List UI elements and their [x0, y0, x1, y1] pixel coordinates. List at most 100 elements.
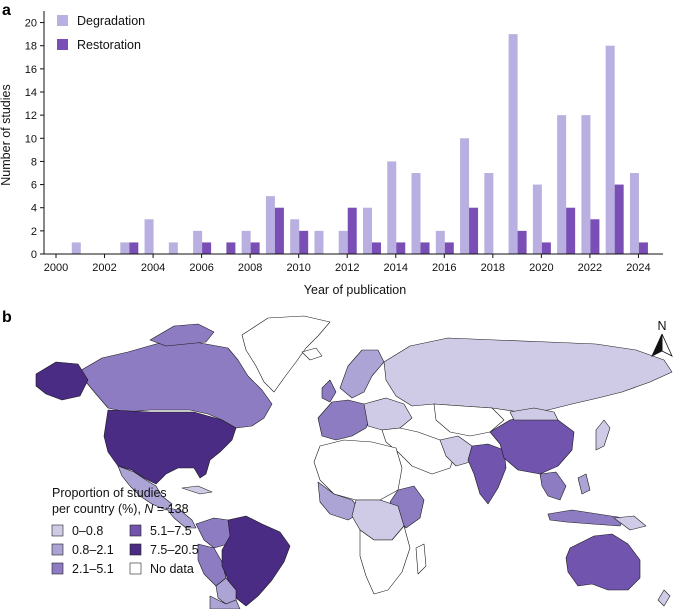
- country-arctic-islands: [149, 323, 215, 347]
- y-axis-title: Number of studies: [0, 84, 13, 185]
- bar-restoration-2007: [226, 242, 236, 254]
- legend-swatch-bin-1: [51, 524, 64, 537]
- legend-swatch-bin-4: [129, 524, 142, 537]
- x-tick-label: 2012: [335, 262, 359, 274]
- country-greenland: [241, 315, 331, 393]
- y-tick-label: 0: [31, 249, 37, 261]
- map-legend-title-line1: Proportion of studies: [52, 486, 167, 500]
- bar-chart: 0 2 4 6 8 10 12 14 16 18 20 2000 2002 2004 2006 20 0 8 20…: [0, 11, 663, 297]
- y-tick-label: 8: [31, 156, 37, 168]
- y-tick-label: 10: [25, 133, 37, 145]
- y-tick-label: 14: [25, 87, 37, 99]
- bar-restoration-2022: [590, 219, 600, 254]
- chart-legend: Degradation Restoration: [57, 14, 145, 52]
- bar-degradation-2011: [314, 230, 324, 254]
- legend-label-bin-3: 2.1–5.1: [72, 562, 114, 576]
- x-tick-label: 2010: [286, 262, 310, 274]
- country-north-africa: [313, 439, 403, 501]
- bar-restoration-2019: [517, 230, 527, 254]
- legend-swatch-bin-6: [129, 562, 142, 575]
- bar-degradation-2008: [241, 230, 251, 254]
- country-australia: [565, 533, 641, 591]
- country-new-zealand: [657, 589, 671, 607]
- country-southern-africa: [359, 525, 411, 595]
- bar-restoration-2016: [444, 242, 454, 254]
- legend-swatch-bin-5: [129, 543, 142, 556]
- legend-label-bin-2: 0.8–2.1: [72, 543, 114, 557]
- country-indonesia: [547, 509, 625, 527]
- legend-swatch-bin-3: [51, 562, 64, 575]
- map-legend-title-line2: per country (%), N = 138: [52, 502, 189, 516]
- compass-label: N: [657, 319, 666, 333]
- x-axis-title: Year of publication: [304, 283, 406, 297]
- bar-restoration-2020: [541, 242, 551, 254]
- bar-degradation-2021: [557, 115, 567, 255]
- panel-b-label: b: [2, 309, 12, 326]
- bar-degradation-2024: [629, 173, 639, 254]
- bar-restoration-2021: [566, 207, 576, 254]
- y-tick-label: 20: [25, 18, 37, 30]
- bar-restoration-2003: [129, 242, 139, 254]
- country-southeast-asia: [539, 471, 567, 501]
- x-ticks: 2000 2002 2004 2006 2008 2010 2012 2014 2016 2018…: [44, 254, 651, 274]
- bar-restoration-2014: [396, 242, 406, 254]
- country-scandinavia: [339, 349, 385, 399]
- x-tick-label: 2020: [529, 262, 553, 274]
- panel-a-label: a: [2, 2, 11, 19]
- legend-swatch-bin-2: [51, 543, 64, 556]
- y-tick-label: 16: [25, 64, 37, 76]
- bar-degradation-2012: [338, 230, 348, 254]
- legend-swatch-degradation: [57, 15, 68, 26]
- x-tick-label: 2000: [44, 262, 68, 274]
- country-argentina: [209, 595, 241, 609]
- country-mexico: [117, 465, 173, 511]
- y-tick-label: 6: [31, 180, 37, 192]
- x-tick-label: 2018: [481, 262, 505, 274]
- bar-degradation-2016: [435, 230, 445, 254]
- bar-restoration-2010: [299, 230, 309, 254]
- bar-restoration-2006: [202, 242, 212, 254]
- y-tick-label: 4: [31, 203, 37, 215]
- y-tick-label: 12: [25, 110, 37, 122]
- country-russia: [383, 337, 673, 413]
- bar-degradation-2014: [387, 161, 397, 254]
- legend-label-bin-1: 0–0.8: [72, 524, 103, 538]
- legend-label-bin-6: No data: [150, 562, 194, 576]
- bar-degradation-2017: [460, 138, 470, 254]
- bar-degradation-2020: [532, 184, 542, 254]
- bar-restoration-2024: [638, 242, 648, 254]
- bar-degradation-2004: [144, 219, 154, 254]
- bar-restoration-2015: [420, 242, 430, 254]
- country-mongolia: [509, 407, 559, 421]
- country-cuba: [181, 485, 213, 495]
- country-japan: [595, 419, 611, 451]
- country-philippines: [577, 473, 591, 495]
- x-tick-label: 2006: [189, 262, 213, 274]
- legend-label-restoration: Restoration: [77, 38, 141, 52]
- bar-degradation-2010: [290, 219, 300, 254]
- country-brazil: [221, 515, 291, 607]
- bar-restoration-2017: [469, 207, 479, 254]
- country-western-europe: [317, 399, 373, 441]
- bar-restoration-2013: [371, 242, 381, 254]
- y-tick-label: 18: [25, 41, 37, 53]
- country-papua: [613, 515, 647, 531]
- x-tick-label: 2024: [626, 262, 650, 274]
- legend-label-degradation: Degradation: [77, 14, 145, 28]
- bar-restoration-2012: [347, 207, 357, 254]
- x-tick-label: 2002: [92, 262, 116, 274]
- bar-degradation-2005: [168, 242, 178, 254]
- bar-degradation-2019: [508, 34, 518, 255]
- map-legend: Proportion of studies per country (%), N…: [51, 486, 199, 576]
- bar-degradation-2013: [362, 207, 372, 254]
- legend-label-bin-5: 7.5–20.5: [150, 543, 199, 557]
- bar-degradation-2006: [193, 230, 203, 254]
- y-tick-label: 2: [31, 226, 37, 238]
- x-tick-label: 2004: [141, 262, 165, 274]
- y-ticks: 0 2 4 6 8 10 12 14 16 18 20: [25, 18, 44, 261]
- x-tick-label: 2022: [578, 262, 602, 274]
- country-alaska: [35, 361, 89, 401]
- north-arrow-icon: N: [651, 319, 673, 357]
- bars-layer: [71, 34, 648, 255]
